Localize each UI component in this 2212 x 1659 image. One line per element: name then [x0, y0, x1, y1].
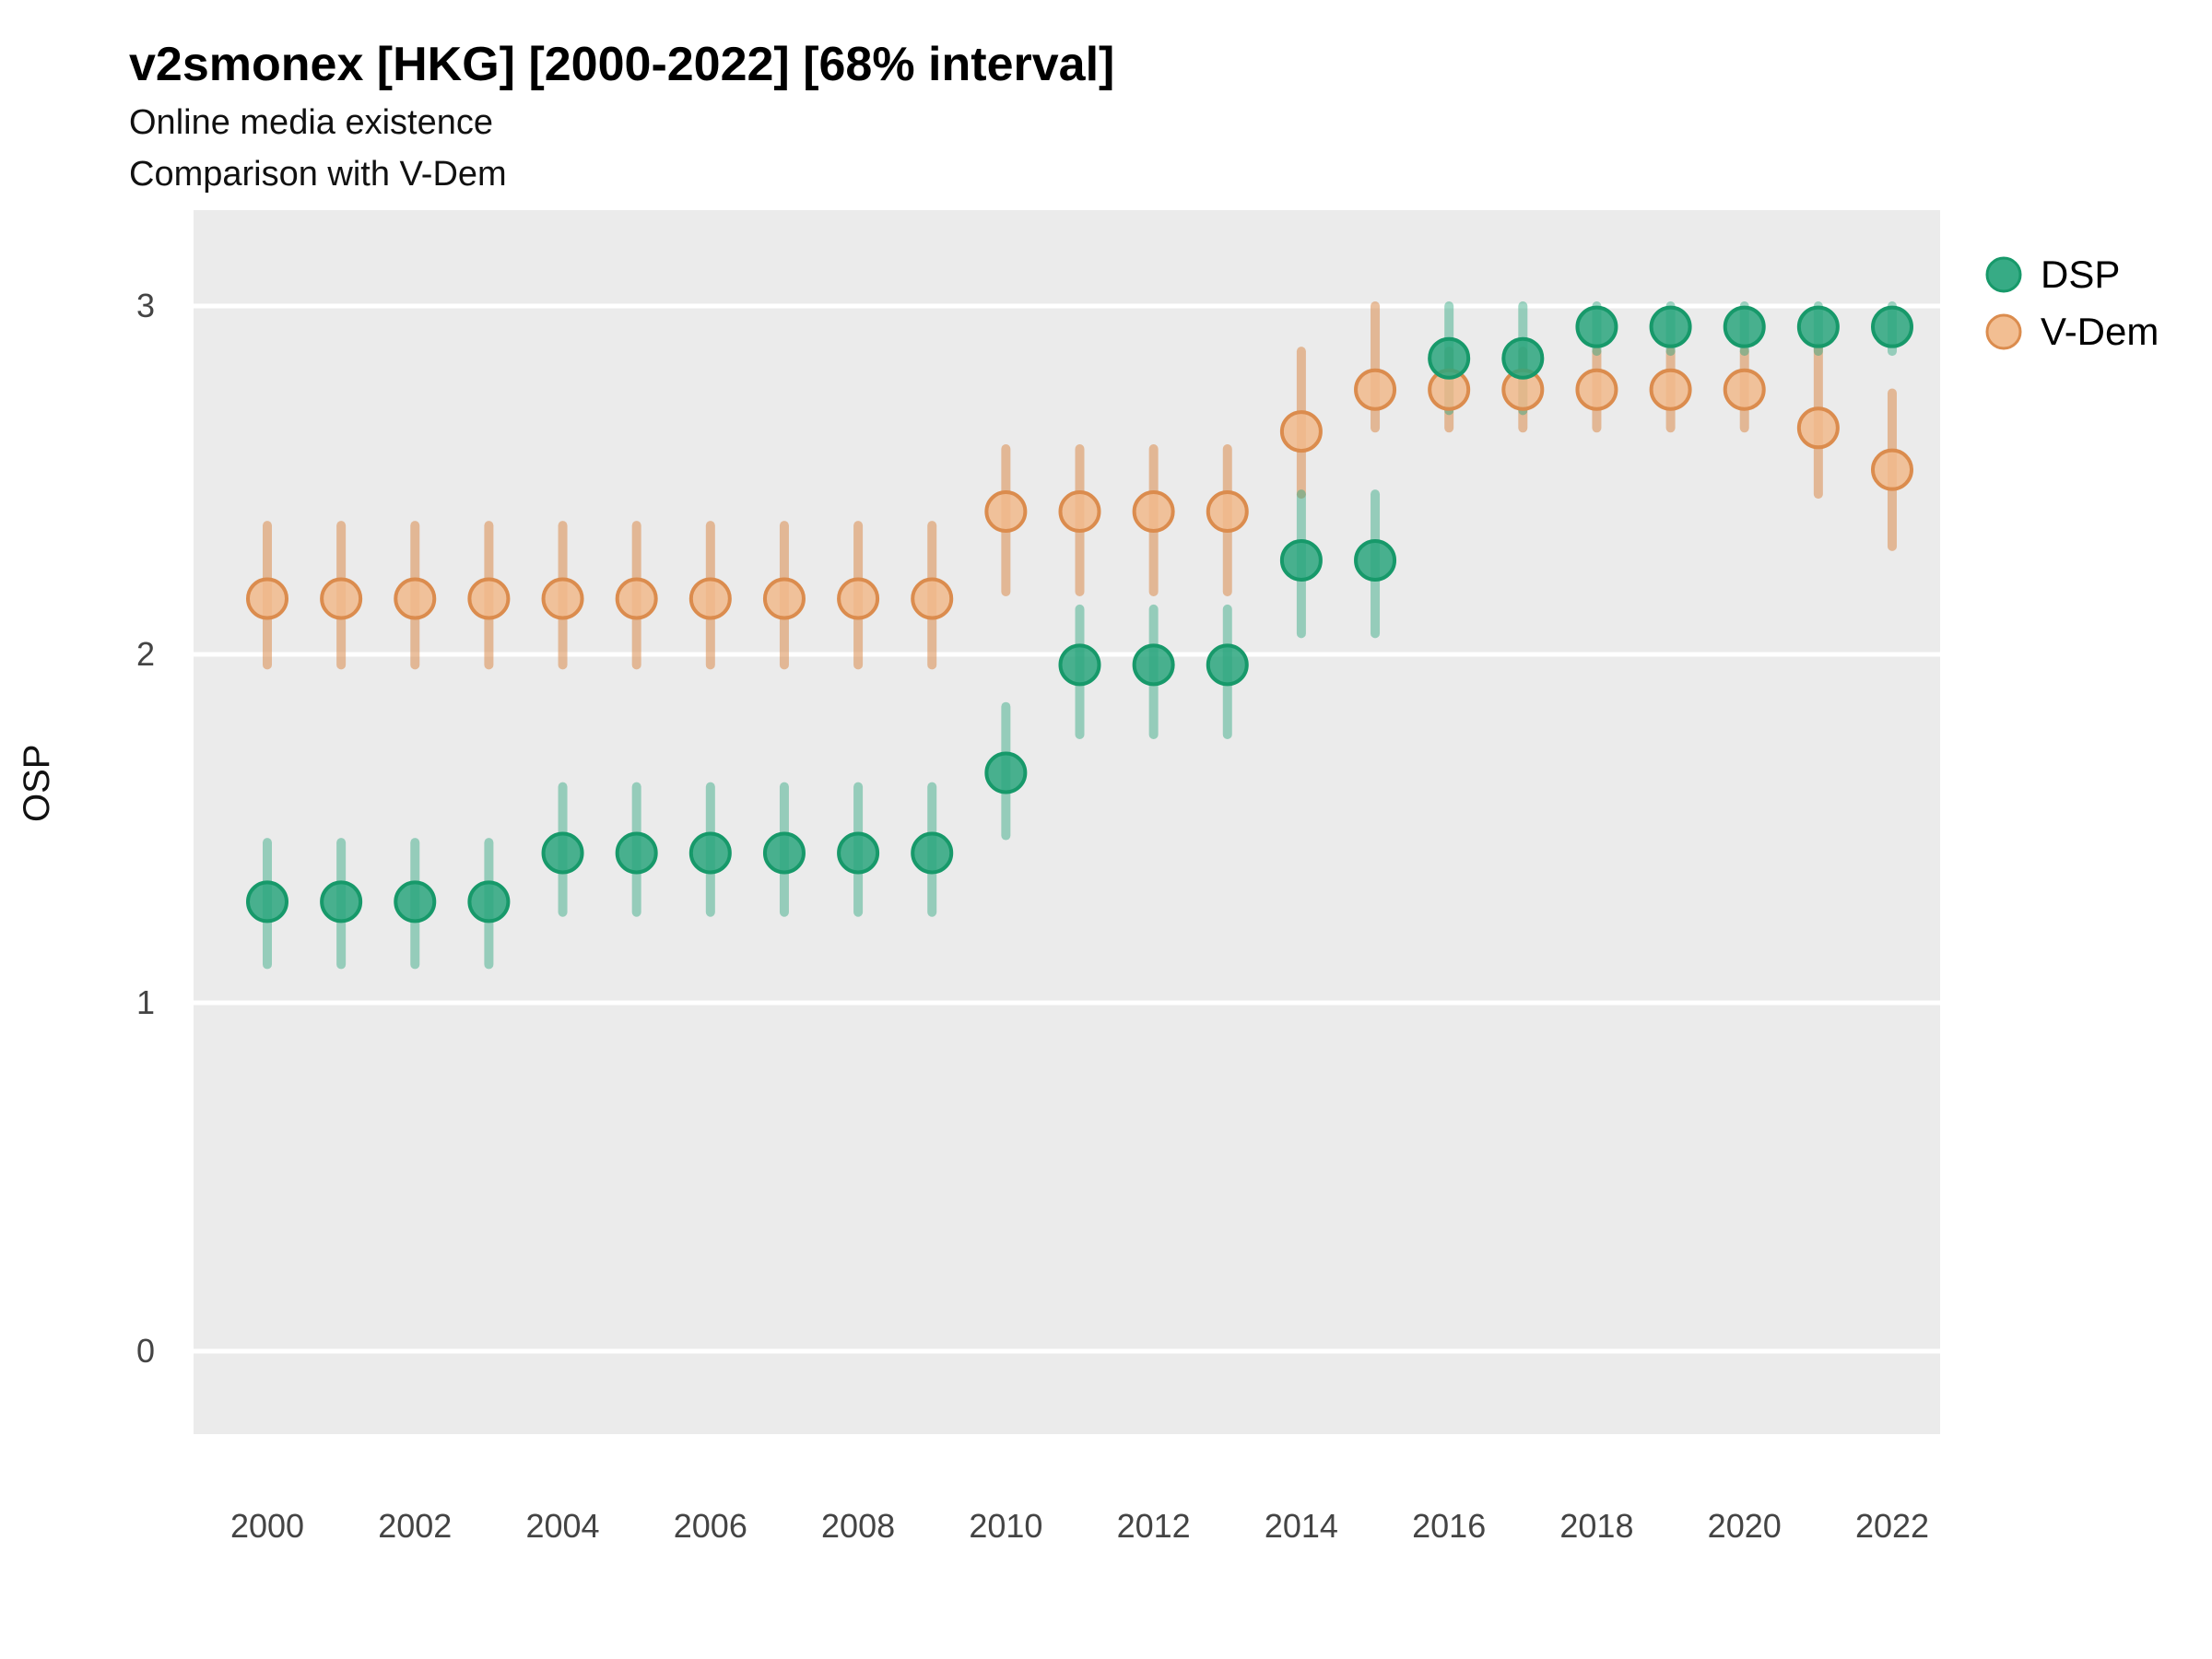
data-point-v-dem-2019	[1649, 368, 1692, 411]
data-point-dsp-2019	[1649, 305, 1692, 348]
data-point-dsp-2007	[762, 831, 806, 875]
x-tick-label-2010: 2010	[969, 1507, 1042, 1545]
data-point-v-dem-2015	[1354, 368, 1397, 411]
data-point-dsp-2006	[688, 831, 732, 875]
x-tick-label-2008: 2008	[821, 1507, 895, 1545]
data-point-dsp-2013	[1206, 643, 1249, 687]
data-point-dsp-2001	[320, 880, 363, 924]
data-point-dsp-2000	[246, 880, 288, 924]
data-point-v-dem-2009	[911, 577, 954, 620]
plot-panel	[194, 210, 1940, 1434]
data-point-v-dem-2011	[1058, 490, 1101, 534]
legend-item-vdem: V-Dem	[1982, 308, 2159, 356]
x-tick-label-2016: 2016	[1412, 1507, 1486, 1545]
data-point-dsp-2021	[1796, 305, 1840, 348]
data-point-v-dem-2003	[467, 577, 511, 620]
legend-swatch-dsp-icon	[1985, 256, 2022, 293]
legend-label-dsp: DSP	[2041, 253, 2121, 296]
x-tick-label-2022: 2022	[1855, 1507, 1929, 1545]
x-tick-label-2004: 2004	[525, 1507, 599, 1545]
data-point-v-dem-2018	[1575, 368, 1618, 411]
y-tick-label-0: 0	[136, 1332, 155, 1370]
data-point-dsp-2022	[1870, 305, 1913, 348]
gridline-y-3	[194, 303, 1940, 309]
data-point-dsp-2008	[837, 831, 880, 875]
data-point-v-dem-2004	[541, 577, 584, 620]
data-point-v-dem-2007	[762, 577, 806, 620]
data-point-v-dem-2022	[1870, 448, 1913, 491]
y-tick-label-3: 3	[136, 287, 155, 324]
y-axis-title: OSP	[17, 744, 57, 822]
y-tick-label-1: 1	[136, 983, 155, 1021]
data-point-dsp-2010	[984, 751, 1028, 794]
data-point-v-dem-2014	[1279, 410, 1323, 453]
chart-title: v2smonex [HKG] [2000-2022] [68% interval…	[129, 38, 1115, 91]
data-point-dsp-2005	[615, 831, 658, 875]
data-point-dsp-2012	[1132, 643, 1175, 687]
data-point-dsp-2017	[1501, 336, 1545, 380]
legend-swatch-vdem-icon	[1985, 313, 2022, 350]
data-point-v-dem-2021	[1796, 406, 1840, 450]
x-tick-label-2002: 2002	[378, 1507, 452, 1545]
data-point-v-dem-2001	[320, 577, 363, 620]
data-point-dsp-2003	[467, 880, 511, 924]
chart-subtitle-2: Comparison with V-Dem	[129, 155, 507, 194]
data-point-v-dem-2020	[1723, 368, 1766, 411]
data-point-dsp-2016	[1428, 336, 1471, 380]
x-tick-label-2018: 2018	[1559, 1507, 1633, 1545]
x-tick-label-2006: 2006	[674, 1507, 747, 1545]
data-point-v-dem-2010	[984, 490, 1028, 534]
y-tick-label-2: 2	[136, 635, 155, 673]
legend-label-vdem: V-Dem	[2041, 310, 2159, 353]
gridline-y-1	[194, 1000, 1940, 1006]
legend: DSP V-Dem	[1982, 251, 2159, 356]
chart-subtitle-1: Online media existence	[129, 103, 493, 142]
data-point-dsp-2004	[541, 831, 584, 875]
data-point-dsp-2020	[1723, 305, 1766, 348]
data-point-dsp-2014	[1279, 538, 1323, 582]
data-point-v-dem-2000	[246, 577, 288, 620]
x-tick-label-2012: 2012	[1117, 1507, 1191, 1545]
gridline-y-0	[194, 1348, 1940, 1354]
data-point-v-dem-2006	[688, 577, 732, 620]
x-tick-label-2000: 2000	[230, 1507, 304, 1545]
data-point-v-dem-2012	[1132, 490, 1175, 534]
x-tick-label-2014: 2014	[1265, 1507, 1338, 1545]
data-point-dsp-2015	[1354, 538, 1397, 582]
data-point-dsp-2009	[911, 831, 954, 875]
data-point-v-dem-2008	[837, 577, 880, 620]
data-point-v-dem-2002	[394, 577, 437, 620]
data-point-v-dem-2005	[615, 577, 658, 620]
data-point-dsp-2002	[394, 880, 437, 924]
data-point-dsp-2011	[1058, 643, 1101, 687]
x-tick-label-2020: 2020	[1708, 1507, 1782, 1545]
data-point-v-dem-2013	[1206, 490, 1249, 534]
data-point-dsp-2018	[1575, 305, 1618, 348]
legend-item-dsp: DSP	[1982, 251, 2159, 299]
